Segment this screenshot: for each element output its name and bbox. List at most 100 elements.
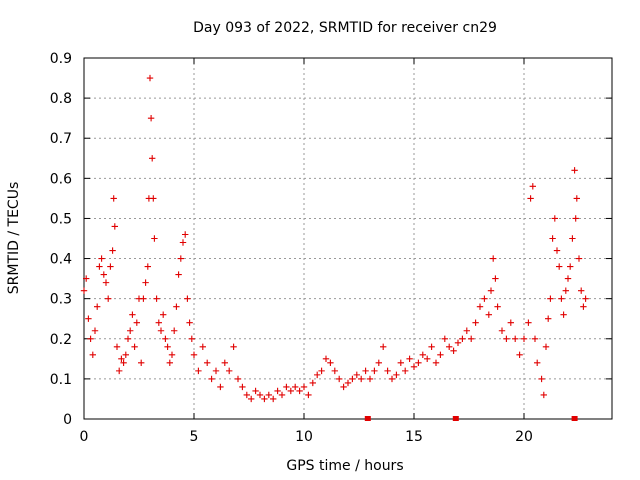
data-point: [110, 195, 117, 202]
data-point: [428, 343, 435, 350]
data-points: [80, 74, 589, 403]
data-point: [481, 295, 488, 302]
data-point: [175, 271, 182, 278]
data-point: [547, 295, 554, 302]
data-point: [545, 315, 552, 322]
data-point: [375, 359, 382, 367]
data-point: [459, 335, 466, 342]
data-point: [580, 303, 587, 310]
data-point: [512, 335, 519, 342]
data-point: [105, 295, 112, 302]
data-point: [437, 351, 444, 359]
data-point: [556, 263, 563, 270]
x-tick-label: 20: [515, 429, 533, 445]
data-point: [248, 395, 255, 403]
data-point: [155, 319, 162, 326]
data-point: [98, 255, 105, 262]
data-point: [239, 383, 246, 391]
data-point: [274, 387, 281, 395]
data-point: [208, 375, 215, 383]
y-tick-label: 0.9: [50, 51, 72, 67]
data-point: [182, 231, 189, 238]
y-tick-label: 0.4: [50, 252, 72, 268]
data-point: [127, 327, 134, 334]
x-tick-label: 10: [295, 429, 313, 445]
plot-frame: [83, 57, 613, 420]
data-point: [168, 351, 176, 359]
data-point: [331, 367, 338, 375]
data-point: [472, 319, 479, 326]
data-point: [534, 359, 541, 367]
data-point: [410, 363, 418, 371]
data-point: [149, 155, 156, 162]
y-tick-label: 0: [63, 412, 72, 428]
data-point: [344, 379, 352, 387]
data-point: [94, 303, 101, 310]
data-point: [540, 391, 547, 399]
y-tick-label: 0.1: [50, 372, 72, 388]
data-point: [296, 387, 303, 395]
data-point: [96, 263, 103, 270]
data-point: [419, 351, 426, 359]
data-point: [558, 295, 565, 302]
data-point: [230, 343, 237, 350]
y-axis-label: SRMTID / TECUs: [6, 182, 22, 295]
data-point: [164, 343, 171, 350]
chart-title: Day 093 of 2022, SRMTID for receiver cn2…: [193, 20, 497, 36]
data-point: [292, 383, 299, 391]
data-point: [538, 375, 545, 383]
data-point: [492, 275, 499, 282]
data-point: [190, 351, 198, 359]
data-point: [340, 383, 347, 391]
data-point: [102, 279, 110, 286]
gap-marker: [571, 416, 578, 421]
data-point: [560, 311, 567, 318]
data-point: [562, 287, 569, 294]
data-point: [507, 319, 514, 326]
y-tick-label: 0.3: [50, 292, 72, 308]
data-point: [204, 359, 211, 367]
data-point: [138, 359, 145, 367]
data-point: [305, 391, 312, 399]
data-point: [252, 387, 259, 395]
data-point: [283, 383, 290, 391]
data-point: [371, 367, 378, 375]
data-point: [468, 335, 475, 342]
data-point: [415, 359, 422, 367]
data-point: [144, 263, 151, 270]
data-point: [87, 335, 94, 342]
data-point: [531, 335, 539, 342]
data-point: [450, 347, 457, 355]
data-point: [487, 287, 495, 294]
data-point: [490, 255, 497, 262]
data-point: [199, 343, 206, 350]
data-point: [184, 295, 191, 302]
data-point: [564, 275, 572, 282]
data-point: [300, 383, 308, 391]
data-point: [309, 379, 316, 387]
data-point: [173, 303, 180, 310]
data-point: [441, 335, 448, 342]
data-point: [529, 183, 536, 190]
data-point: [140, 295, 147, 302]
data-point: [406, 355, 413, 363]
data-point: [188, 335, 195, 342]
data-point: [179, 239, 187, 246]
data-point: [122, 351, 129, 359]
data-point: [553, 247, 561, 254]
data-point: [582, 295, 589, 302]
data-point: [177, 255, 184, 262]
data-point: [111, 223, 118, 230]
data-point: [388, 375, 396, 383]
data-point: [265, 391, 272, 399]
data-point: [446, 343, 453, 350]
data-point: [85, 315, 92, 322]
data-point: [261, 395, 268, 403]
data-point: [270, 395, 277, 403]
data-point: [573, 195, 580, 202]
y-tick-label: 0.5: [50, 211, 72, 227]
data-point: [151, 235, 158, 242]
gap-markers: [364, 416, 578, 421]
gap-marker: [364, 416, 371, 421]
